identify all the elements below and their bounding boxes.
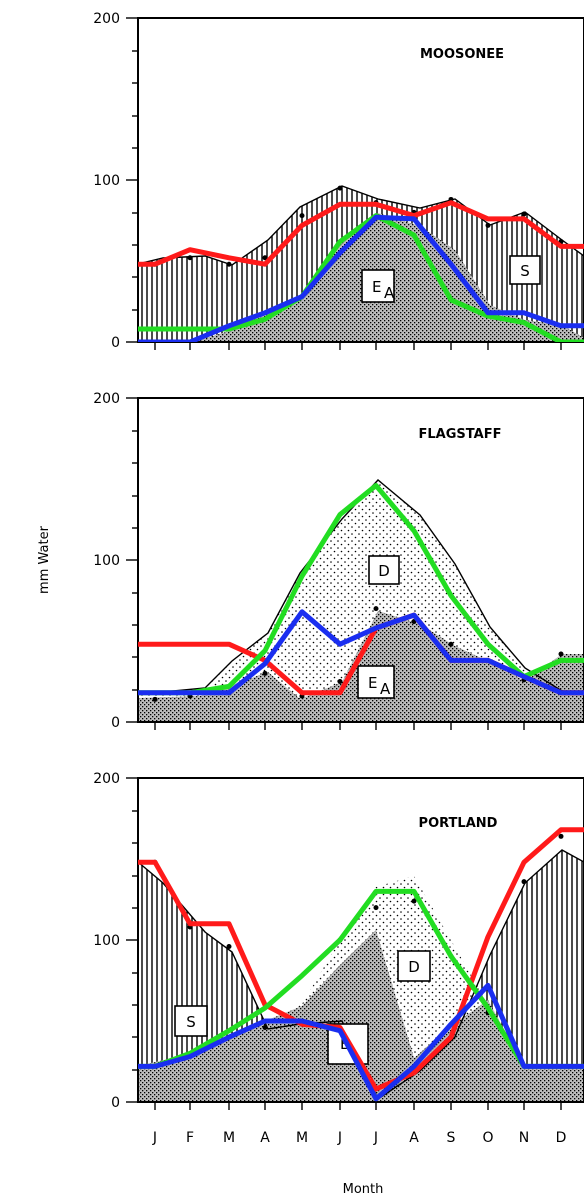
moosonee-title: MOOSONEE xyxy=(420,47,504,62)
portland-ticks xyxy=(126,777,562,1110)
svg-text:S: S xyxy=(520,262,530,280)
flagstaff-ytick-200: 200 xyxy=(93,391,120,407)
month-label: M xyxy=(223,1130,235,1146)
month-label: J xyxy=(337,1130,342,1146)
flagstaff-label-d: D xyxy=(368,555,400,585)
svg-text:A: A xyxy=(380,680,391,698)
portland-title: PORTLAND xyxy=(419,816,498,831)
portland-black-marker xyxy=(558,833,564,839)
moosonee-red-series-line xyxy=(138,200,584,267)
portland-red-series-line xyxy=(138,827,584,1092)
moosonee-black-marker xyxy=(485,222,491,228)
moosonee-black-marker xyxy=(337,185,343,191)
portland-ytick-100: 100 xyxy=(93,933,120,949)
moosonee-ytick-0: 0 xyxy=(111,335,120,351)
moosonee-green-series-line xyxy=(138,213,584,342)
portland-black-marker xyxy=(373,905,379,911)
flagstaff-blue-series-line xyxy=(138,609,584,696)
moosonee-label-e: E A xyxy=(361,269,395,303)
portland-black-marker xyxy=(521,879,527,885)
moosonee-label-s: S xyxy=(509,255,541,285)
portland-ytick-0: 0 xyxy=(111,1095,120,1111)
flagstaff-ytick-100: 100 xyxy=(93,553,120,569)
svg-text:E: E xyxy=(372,278,381,296)
portland-black-marker xyxy=(262,1024,268,1030)
month-label: A xyxy=(260,1130,270,1146)
moosonee-black-marker xyxy=(262,255,268,261)
svg-text:D: D xyxy=(408,958,420,976)
month-label: M xyxy=(296,1130,308,1146)
month-label: J xyxy=(152,1130,157,1146)
panel-flagstaff: 200 100 0 FLAGSTAFF D E A xyxy=(93,391,584,731)
portland-ytick-200: 200 xyxy=(93,771,120,787)
flagstaff-black-marker xyxy=(373,606,379,612)
moosonee-black-marker xyxy=(187,255,193,261)
flagstaff-series xyxy=(138,483,584,702)
flagstaff-title: FLAGSTAFF xyxy=(419,427,502,442)
moosonee-black-line xyxy=(138,185,584,266)
moosonee-ytick-200: 200 xyxy=(93,11,120,27)
flagstaff-ticks xyxy=(126,397,562,730)
svg-text:S: S xyxy=(186,1013,196,1031)
flagstaff-black-marker xyxy=(262,670,268,676)
portland-black-marker xyxy=(226,943,232,949)
panel-portland: 200 100 0 PORTLAND S D E xyxy=(93,771,584,1111)
month-label: A xyxy=(409,1130,419,1146)
portland-blue-series-line xyxy=(138,982,584,1102)
month-label: J xyxy=(373,1130,378,1146)
portland-dense-stipple-region xyxy=(138,930,584,1102)
moosonee-series xyxy=(138,185,584,342)
moosonee-blue-series-line xyxy=(138,214,584,342)
panel-moosonee: 200 100 0 MOOSONEE E A S xyxy=(93,11,584,351)
flagstaff-black-marker xyxy=(558,651,564,657)
month-label: O xyxy=(482,1130,493,1146)
portland-series xyxy=(138,827,584,1102)
moosonee-ytick-100: 100 xyxy=(93,173,120,189)
flagstaff-ytick-0: 0 xyxy=(111,715,120,731)
month-label: D xyxy=(556,1130,567,1146)
month-label: S xyxy=(447,1130,456,1146)
moosonee-black-marker xyxy=(521,211,527,217)
moosonee-ticks xyxy=(126,17,562,350)
svg-text:E: E xyxy=(368,674,377,692)
moosonee-black-marker xyxy=(226,261,232,267)
flagstaff-label-e: E A xyxy=(357,665,395,699)
flagstaff-black-marker xyxy=(448,641,454,647)
month-label: N xyxy=(519,1130,529,1146)
moosonee-black-marker xyxy=(299,213,305,219)
month-label: F xyxy=(186,1130,194,1146)
svg-text:A: A xyxy=(384,284,395,302)
portland-label-d: D xyxy=(397,950,431,982)
flagstaff-black-marker xyxy=(337,679,343,684)
svg-text:D: D xyxy=(378,562,390,580)
flagstaff-black-marker xyxy=(152,696,158,702)
portland-label-s: S xyxy=(174,1005,208,1037)
x-axis-title: Month xyxy=(343,1182,384,1197)
portland-black-marker xyxy=(411,898,417,904)
y-axis-title: mm Water xyxy=(37,525,52,594)
